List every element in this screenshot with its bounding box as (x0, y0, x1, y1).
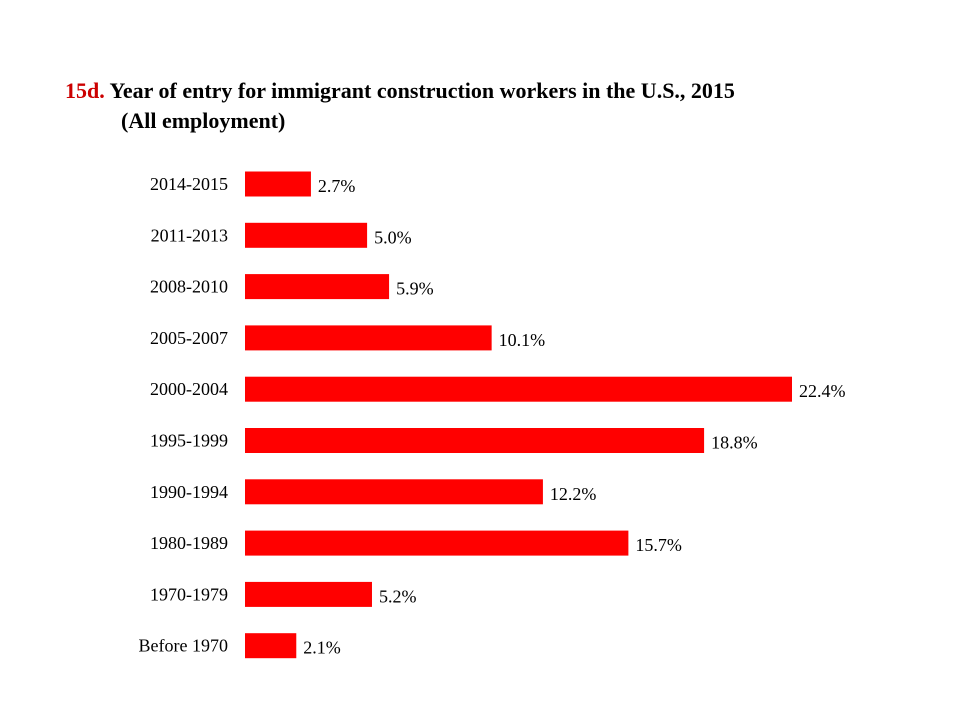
category-label: 2005-2007 (150, 328, 228, 348)
title-number: 15d. (65, 78, 105, 103)
bar (245, 530, 629, 556)
title-line-1: Year of entry for immigrant construction… (109, 78, 735, 103)
value-label: 15.7% (635, 535, 682, 555)
bar (245, 222, 368, 248)
category-label: 1990-1994 (150, 482, 228, 502)
value-label: 2.7% (318, 176, 356, 196)
value-label: 5.0% (374, 227, 412, 247)
category-label: 2014-2015 (150, 174, 228, 194)
category-label: 1995-1999 (150, 431, 228, 451)
category-label: Before 1970 (139, 636, 228, 656)
bar (245, 428, 705, 453)
bar (245, 581, 372, 607)
chart-marks: 2014-2015 2.7% 2011-2013 5.0% 2008-2010 5.9% 2… (139, 171, 846, 659)
category-label: 1970-1979 (150, 584, 228, 604)
bar (245, 274, 390, 300)
category-label: 2008-2010 (150, 277, 228, 297)
bar (245, 171, 311, 197)
value-label: 10.1% (499, 330, 546, 350)
title-line-2: (All employment) (121, 108, 286, 133)
value-label: 12.2% (550, 484, 597, 504)
bar (245, 325, 492, 351)
bar (245, 633, 297, 659)
category-label: 2000-2004 (150, 379, 228, 399)
value-label: 5.2% (379, 586, 417, 606)
category-label: 1980-1989 (150, 533, 228, 553)
bar (245, 376, 792, 402)
chart-title: 15d. Year of entry for immigrant constru… (65, 76, 925, 136)
category-label: 2011-2013 (151, 225, 228, 245)
value-label: 18.8% (711, 433, 758, 453)
value-label: 22.4% (799, 381, 846, 401)
bar (245, 479, 543, 505)
value-label: 2.1% (303, 638, 341, 658)
value-label: 5.9% (396, 279, 434, 299)
